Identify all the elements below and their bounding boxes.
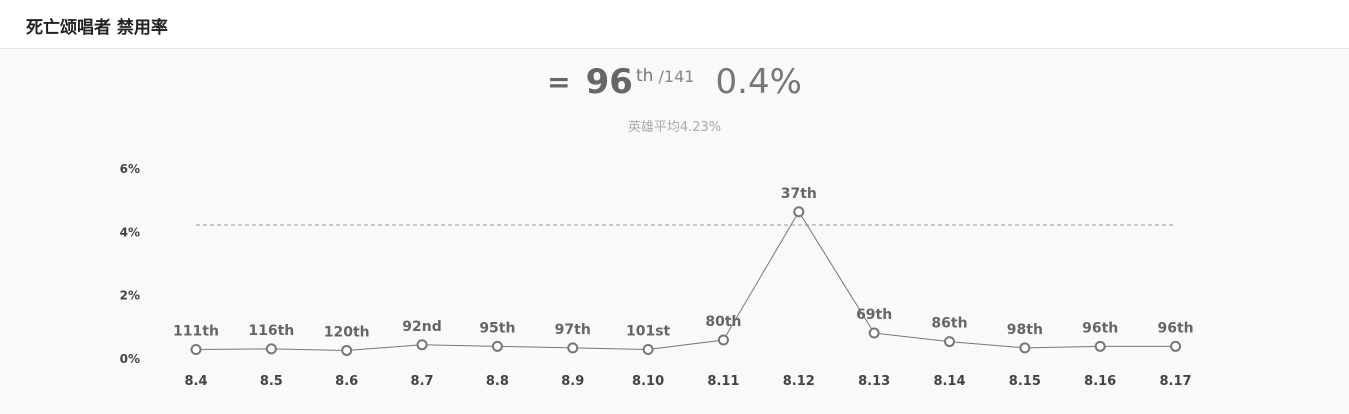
x-tick-label: 8.17 [1160, 374, 1192, 389]
rank-label: 96th [1157, 320, 1193, 336]
y-tick-label: 4% [120, 225, 140, 239]
champion-average: 英雄平均4.23% [627, 120, 722, 135]
series-line [195, 210, 1176, 351]
rank-label: 97th [555, 322, 591, 338]
trend-symbol: = [547, 65, 571, 99]
page-title: 死亡颂唱者 禁用率 [26, 18, 168, 38]
x-tick-label: 8.15 [1009, 374, 1041, 389]
data-point [793, 206, 805, 218]
data-point [642, 344, 654, 355]
panel-header: 死亡颂唱者 禁用率 [0, 0, 1349, 49]
data-point [868, 327, 880, 339]
data-point [341, 344, 353, 356]
x-tick-label: 8.11 [707, 374, 739, 389]
x-tick-label: 8.7 [411, 374, 434, 389]
rank-label: 92nd [402, 319, 441, 335]
data-point [1094, 340, 1106, 352]
x-tick-label: 8.5 [260, 374, 283, 389]
data-point [190, 344, 202, 355]
data-point [491, 340, 503, 352]
rank-suffix: th [635, 66, 654, 86]
x-tick-label: 8.6 [335, 374, 358, 389]
x-tick-label: 8.16 [1084, 374, 1116, 389]
rank-value: 96 [585, 62, 633, 102]
rank-label: 96th [1082, 320, 1118, 336]
rank-label: 101st [626, 324, 671, 340]
rank-label: 69th [856, 307, 892, 323]
data-point [717, 334, 729, 346]
data-point [1170, 340, 1182, 352]
rank-total: /141 [658, 67, 695, 86]
ban-rate-value: 0.4% [715, 62, 802, 102]
data-point [1019, 342, 1031, 354]
x-tick-label: 8.14 [933, 374, 965, 389]
y-tick-label: 0% [120, 352, 140, 366]
rank-label: 116th [248, 323, 294, 339]
x-tick-label: 8.9 [561, 374, 584, 389]
x-tick-label: 8.10 [632, 374, 664, 389]
data-point [944, 336, 955, 348]
x-tick-label: 8.4 [184, 374, 207, 389]
rank-label: 80th [705, 314, 741, 330]
data-point [567, 342, 579, 354]
x-tick-label: 8.8 [486, 374, 509, 389]
x-tick-label: 8.12 [783, 374, 815, 389]
data-point [265, 343, 277, 355]
x-tick-label: 8.13 [858, 374, 890, 389]
rank-label: 37th [781, 186, 817, 202]
y-tick-label: 2% [120, 289, 140, 303]
rank-label: 95th [479, 320, 515, 336]
rank-label: 98th [1007, 322, 1043, 338]
data-point [416, 339, 428, 351]
rank-label: 120th [324, 324, 370, 340]
y-tick-label: 6% [120, 162, 140, 176]
rank-label: 111th [173, 324, 219, 340]
rank-label: 86th [931, 316, 967, 332]
